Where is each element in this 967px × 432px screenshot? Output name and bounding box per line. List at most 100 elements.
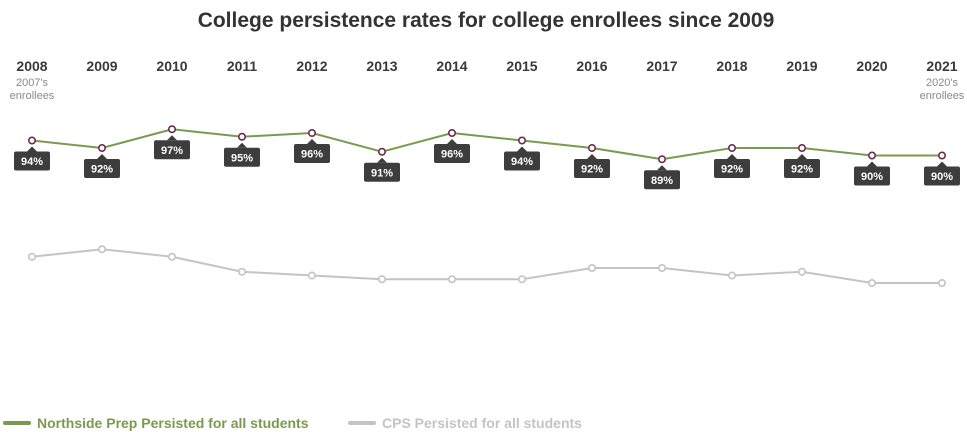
- legend-label-0[interactable]: Northside Prep Persisted for all student…: [37, 415, 309, 431]
- year-label-2017: 2017: [646, 58, 677, 74]
- value-label-2008: 94%: [14, 146, 50, 171]
- point-1-2012: [307, 271, 316, 280]
- legend-label-1[interactable]: CPS Persisted for all students: [382, 415, 582, 431]
- year-label-2013: 2013: [366, 58, 397, 74]
- value-label-pointer: [447, 139, 457, 144]
- value-label-pointer: [237, 142, 247, 148]
- value-label-pointer: [797, 154, 807, 159]
- value-label-2019: 92%: [784, 154, 820, 178]
- year-label-2011: 2011: [227, 58, 258, 74]
- value-label-pointer: [937, 161, 947, 167]
- value-label-text: 89%: [651, 175, 673, 187]
- value-label-2014: 96%: [434, 139, 470, 163]
- value-label-box: [224, 147, 260, 167]
- value-label-box: [504, 151, 540, 171]
- value-label-2011: 95%: [224, 142, 260, 167]
- point-1-2010: [168, 252, 177, 261]
- value-label-text: 97%: [161, 145, 183, 157]
- value-label-pointer: [867, 161, 877, 167]
- value-label-box: [644, 170, 680, 190]
- value-label-pointer: [517, 146, 527, 152]
- value-label-text: 90%: [861, 171, 883, 183]
- year-label-2012: 2012: [296, 58, 327, 74]
- value-label-pointer: [97, 154, 107, 159]
- value-label-pointer: [307, 139, 317, 144]
- value-label-text: 92%: [791, 164, 813, 176]
- year-label-2010: 2010: [156, 58, 187, 74]
- value-label-2015: 94%: [504, 146, 540, 171]
- series-line-1: [31, 248, 942, 284]
- point-1-2020: [867, 278, 876, 287]
- value-label-box: [574, 159, 610, 178]
- value-label-pointer: [167, 135, 177, 141]
- value-label-box: [294, 144, 330, 163]
- note-first-0: 2007's: [16, 77, 49, 89]
- value-label-text: 96%: [301, 149, 323, 161]
- point-0-2020: [867, 151, 876, 160]
- note-last-0: 2020's: [926, 77, 959, 89]
- value-label-text: 90%: [931, 171, 953, 183]
- year-label-2021: 2021: [926, 58, 957, 74]
- value-label-2021: 90%: [924, 161, 960, 186]
- value-label-box: [924, 166, 960, 186]
- point-0-2012: [307, 129, 316, 138]
- point-0-2010: [168, 125, 177, 134]
- value-label-2016: 92%: [574, 154, 610, 178]
- value-label-box: [154, 140, 190, 160]
- value-label-text: 92%: [581, 164, 603, 176]
- value-label-2010: 97%: [154, 135, 190, 160]
- series-line-0: [31, 128, 942, 161]
- point-0-2008: [27, 136, 36, 145]
- year-label-2014: 2014: [436, 58, 467, 74]
- point-1-2019: [797, 267, 806, 276]
- value-label-pointer: [727, 154, 737, 159]
- point-1-2018: [727, 271, 736, 280]
- value-label-box: [84, 159, 120, 178]
- value-label-box: [434, 144, 470, 163]
- year-label-2016: 2016: [576, 58, 607, 74]
- point-1-2011: [238, 267, 247, 276]
- point-1-2015: [517, 275, 526, 284]
- year-label-2019: 2019: [786, 58, 817, 74]
- point-0-2017: [657, 155, 666, 164]
- chart-title: College persistence rates for college en…: [198, 9, 775, 32]
- value-label-box: [364, 162, 400, 182]
- value-label-2012: 96%: [294, 139, 330, 163]
- value-label-2020: 90%: [854, 161, 890, 186]
- year-axis: 2008 2009 2010 2011 2012 2013 2014 2015 2016 2017…: [16, 58, 957, 74]
- value-label-2017: 89%: [644, 165, 680, 190]
- point-1-2013: [377, 275, 386, 284]
- point-0-2013: [377, 147, 386, 156]
- value-label-box: [854, 166, 890, 186]
- year-label-2009: 2009: [86, 58, 117, 74]
- value-label-2018: 92%: [714, 154, 750, 178]
- value-label-2009: 92%: [84, 154, 120, 178]
- value-label-box: [714, 159, 750, 178]
- point-1-2017: [657, 263, 666, 272]
- value-label-box: [784, 159, 820, 178]
- point-1-2008: [27, 252, 36, 261]
- year-label-2015: 2015: [506, 58, 537, 74]
- legend: Northside Prep Persisted for all student…: [3, 415, 582, 431]
- point-0-2016: [587, 144, 596, 153]
- note-first-1: enrollees: [10, 90, 55, 102]
- point-0-2009: [98, 144, 107, 153]
- year-label-2018: 2018: [716, 58, 747, 74]
- value-label-text: 91%: [371, 167, 393, 179]
- value-label-box: [14, 151, 50, 171]
- point-1-2014: [447, 275, 456, 284]
- series-lines: [27, 125, 946, 287]
- point-0-2018: [727, 144, 736, 153]
- point-0-2011: [238, 132, 247, 141]
- value-label-pointer: [587, 154, 597, 159]
- value-label-text: 92%: [91, 164, 113, 176]
- point-1-2009: [98, 245, 107, 254]
- point-0-2019: [797, 144, 806, 153]
- point-0-2015: [517, 136, 526, 145]
- value-label-text: 95%: [231, 152, 253, 164]
- value-label-pointer: [377, 157, 387, 163]
- point-1-2016: [587, 263, 596, 272]
- value-label-pointer: [657, 165, 667, 171]
- year-label-2020: 2020: [856, 58, 887, 74]
